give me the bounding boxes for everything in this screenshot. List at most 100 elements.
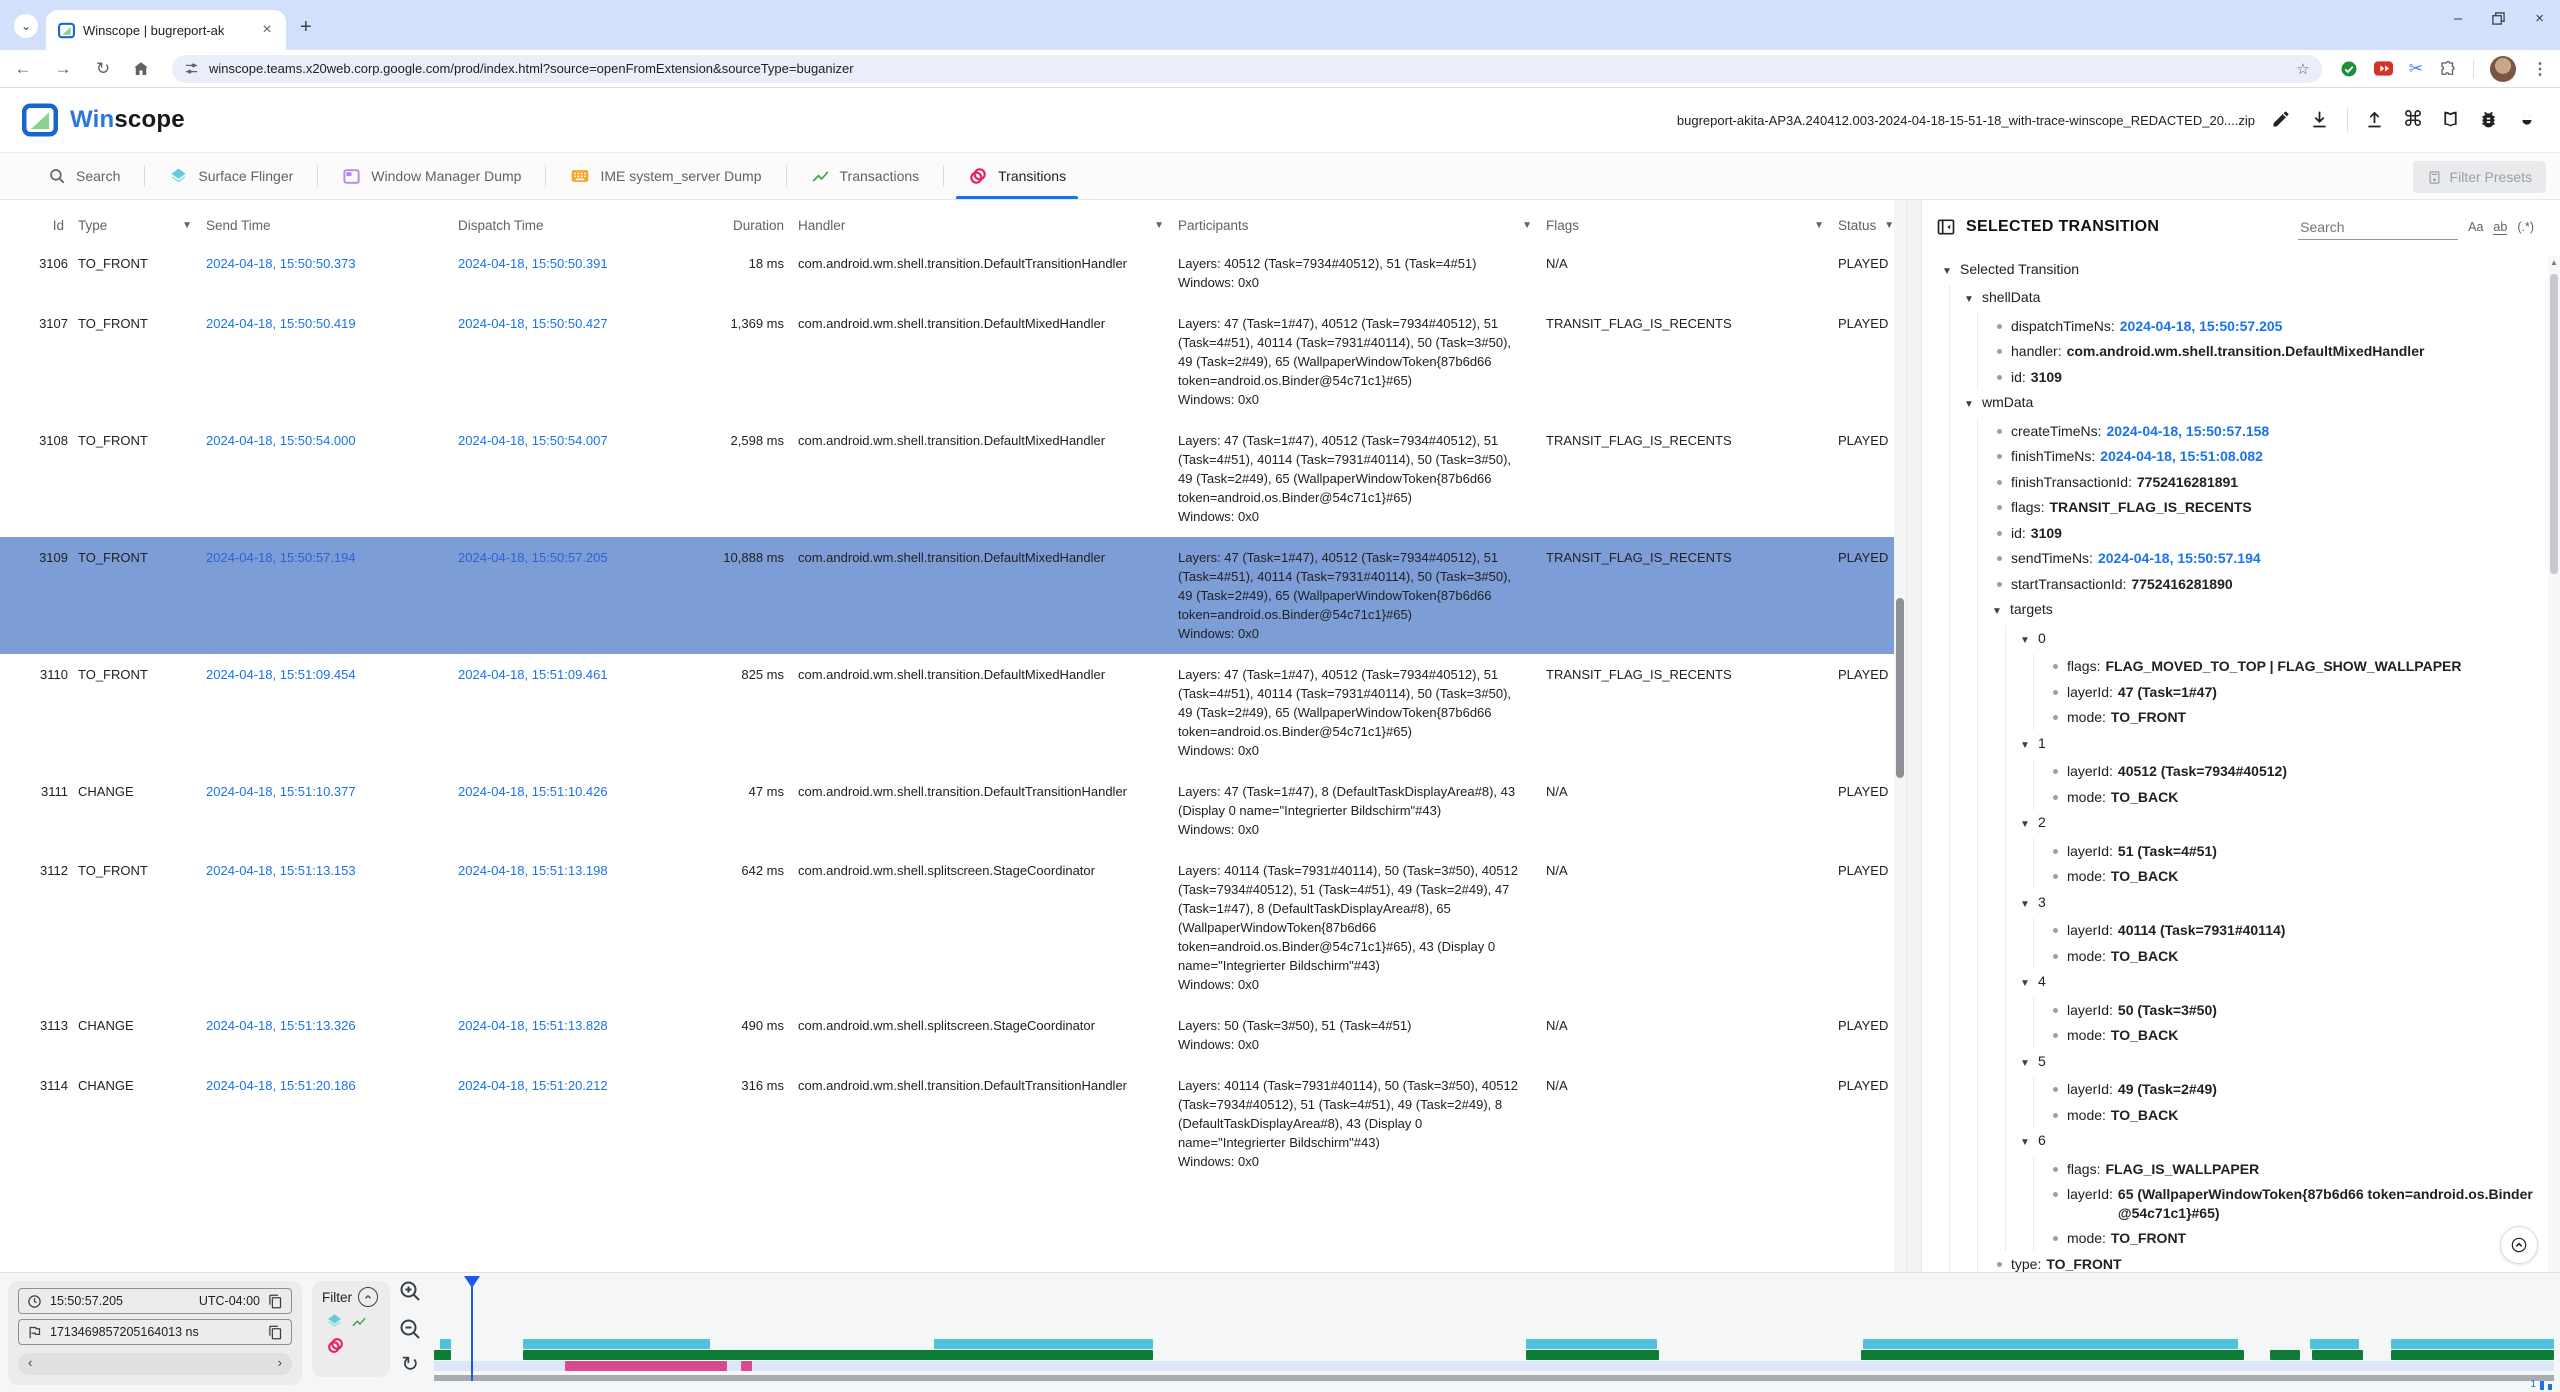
current-ns-value[interactable]: 1713469857205164013 ns bbox=[50, 1325, 199, 1339]
table-scrollbar-thumb[interactable] bbox=[1896, 598, 1904, 778]
tree-leaf[interactable]: flags: FLAG_MOVED_TO_TOP | FLAG_SHOW_WALL… bbox=[2048, 654, 2550, 680]
browser-tab[interactable]: Winscope | bugreport-ak × bbox=[46, 10, 286, 50]
tree-leaf[interactable]: flags: FLAG_IS_WALLPAPER bbox=[2048, 1156, 2550, 1182]
tree-node[interactable]: ▼ 1 bbox=[2020, 730, 2550, 759]
tree-leaf[interactable]: dispatchTimeNs: 2024-04-18, 15:50:57.205 bbox=[1992, 313, 2550, 339]
back-icon[interactable]: ← bbox=[14, 58, 32, 78]
filter-presets-button[interactable]: Filter Presets bbox=[2412, 161, 2546, 193]
tree-node[interactable]: ▼ wmData bbox=[1964, 390, 2550, 419]
tree-leaf[interactable]: handler: com.android.wm.shell.transition.… bbox=[1992, 339, 2550, 365]
tree-leaf[interactable]: mode: TO_FRONT bbox=[2048, 1226, 2550, 1252]
tree-leaf[interactable]: finishTransactionId: 7752416281891 bbox=[1992, 469, 2550, 495]
cell-send-time[interactable]: 2024-04-18, 15:51:20.186 bbox=[206, 1078, 356, 1093]
filter-arrow-icon[interactable]: ▼ bbox=[1884, 220, 1894, 231]
cell-dispatch-time[interactable]: 2024-04-18, 15:51:13.828 bbox=[458, 1018, 608, 1033]
filter-transactions-icon[interactable] bbox=[351, 1314, 367, 1330]
cell-send-time[interactable]: 2024-04-18, 15:50:50.419 bbox=[206, 316, 356, 331]
surface-flinger-track[interactable] bbox=[434, 1339, 2554, 1349]
transition-row[interactable]: 3108 TO_FRONT 2024-04-18, 15:50:54.000 2… bbox=[0, 420, 1894, 537]
zoom-out-icon[interactable] bbox=[398, 1317, 422, 1341]
extension-video-icon[interactable] bbox=[2373, 61, 2393, 76]
filter-transitions-icon[interactable] bbox=[326, 1336, 345, 1355]
tree-leaf[interactable]: type: TO_FRONT bbox=[1992, 1251, 2550, 1272]
filter-arrow-icon[interactable]: ▼ bbox=[1154, 220, 1164, 231]
tree-node[interactable]: ▼ 0 bbox=[2020, 625, 2550, 654]
cell-send-time[interactable]: 2024-04-18, 15:50:50.373 bbox=[206, 256, 356, 271]
cell-dispatch-time[interactable]: 2024-04-18, 15:50:50.391 bbox=[458, 256, 608, 271]
tree-node[interactable]: ▼ shellData bbox=[1964, 285, 2550, 314]
new-tab-icon[interactable]: + bbox=[300, 16, 312, 38]
documentation-book-icon[interactable] bbox=[2440, 109, 2462, 131]
edit-filename-icon[interactable] bbox=[2271, 109, 2293, 131]
extensions-puzzle-icon[interactable] bbox=[2439, 60, 2457, 78]
tree-leaf[interactable]: mode: TO_FRONT bbox=[2048, 705, 2550, 731]
window-restore-icon[interactable] bbox=[2492, 12, 2505, 25]
cell-send-time[interactable]: 2024-04-18, 15:51:13.326 bbox=[206, 1018, 356, 1033]
reload-icon[interactable]: ↻ bbox=[95, 58, 111, 78]
tree-node[interactable]: ▼ 5 bbox=[2020, 1048, 2550, 1077]
home-icon[interactable] bbox=[132, 60, 154, 78]
window-close-icon[interactable]: × bbox=[2535, 10, 2544, 27]
dark-mode-toggle-icon[interactable]: ◑ bbox=[2516, 113, 2539, 127]
cursor-handle-icon[interactable] bbox=[463, 1276, 480, 1288]
tree-node[interactable]: ▼ 3 bbox=[2020, 889, 2550, 918]
filter-arrow-icon[interactable]: ▼ bbox=[1814, 220, 1824, 231]
tab-search[interactable]: Search bbox=[24, 153, 144, 199]
zoom-reset-icon[interactable]: ↻ bbox=[401, 1353, 419, 1376]
transactions-track[interactable] bbox=[434, 1350, 2554, 1360]
transition-row[interactable]: 3112 TO_FRONT 2024-04-18, 15:51:13.153 2… bbox=[0, 850, 1894, 1005]
profile-avatar[interactable] bbox=[2490, 55, 2516, 82]
tree-leaf[interactable]: layerId: 49 (Task=2#49) bbox=[2048, 1077, 2550, 1103]
tab-transactions[interactable]: Transactions bbox=[787, 153, 944, 199]
extension-check-icon[interactable] bbox=[2340, 60, 2358, 78]
cell-dispatch-time[interactable]: 2024-04-18, 15:51:09.461 bbox=[458, 667, 608, 682]
filter-layers-icon[interactable] bbox=[326, 1313, 343, 1330]
cell-dispatch-time[interactable]: 2024-04-18, 15:50:54.007 bbox=[458, 433, 608, 448]
tree-leaf[interactable]: id: 3109 bbox=[1992, 364, 2550, 390]
tree-node[interactable]: ▼ Selected Transition bbox=[1936, 256, 2550, 285]
tree-leaf[interactable]: mode: TO_BACK bbox=[2048, 784, 2550, 810]
cell-dispatch-time[interactable]: 2024-04-18, 15:50:50.427 bbox=[458, 316, 608, 331]
filter-collapse-button[interactable] bbox=[358, 1287, 378, 1307]
panel-splitter[interactable] bbox=[1906, 200, 1922, 1272]
transition-row[interactable]: 3110 TO_FRONT 2024-04-18, 15:51:09.454 2… bbox=[0, 654, 1894, 771]
timeline-range-scrollbar[interactable]: ‹ › bbox=[18, 1353, 292, 1375]
tree-node[interactable]: ▼ 2 bbox=[2020, 810, 2550, 839]
cell-dispatch-time[interactable]: 2024-04-18, 15:50:57.205 bbox=[458, 550, 608, 565]
transition-row-selected[interactable]: 3109 TO_FRONT 2024-04-18, 15:50:57.194 2… bbox=[0, 537, 1894, 654]
scrollbar-up-icon[interactable]: ▲ bbox=[2550, 258, 2558, 267]
transition-row[interactable]: 3113 CHANGE 2024-04-18, 15:51:13.326 202… bbox=[0, 1005, 1894, 1065]
scroll-left-icon[interactable]: ‹ bbox=[28, 1355, 33, 1370]
filter-arrow-icon[interactable]: ▼ bbox=[1522, 220, 1532, 231]
panel-scrollbar[interactable]: ▲ bbox=[2548, 256, 2560, 1272]
report-bug-icon[interactable] bbox=[2478, 109, 2500, 131]
scroll-right-icon[interactable]: › bbox=[277, 1355, 282, 1370]
cell-dispatch-time[interactable]: 2024-04-18, 15:51:13.198 bbox=[458, 863, 608, 878]
transition-row[interactable]: 3107 TO_FRONT 2024-04-18, 15:50:50.419 2… bbox=[0, 303, 1894, 420]
download-icon[interactable] bbox=[2309, 109, 2331, 131]
zoom-in-icon[interactable] bbox=[398, 1279, 422, 1303]
regex-button[interactable]: (.*) bbox=[2517, 220, 2534, 234]
browser-menu-icon[interactable]: ⋮ bbox=[2532, 60, 2548, 78]
transition-row[interactable]: 3114 CHANGE 2024-04-18, 15:51:20.186 202… bbox=[0, 1065, 1894, 1182]
tree-leaf[interactable]: layerId: 40512 (Task=7934#40512) bbox=[2048, 759, 2550, 785]
tree-node[interactable]: ▼ 6 bbox=[2020, 1128, 2550, 1157]
tree-leaf[interactable]: startTransactionId: 7752416281890 bbox=[1992, 571, 2550, 597]
tab-search-chevron-icon[interactable]: ⌄ bbox=[14, 14, 38, 38]
transition-row[interactable]: 3106 TO_FRONT 2024-04-18, 15:50:50.373 2… bbox=[0, 243, 1894, 303]
transition-row[interactable]: 3111 CHANGE 2024-04-18, 15:51:10.377 202… bbox=[0, 771, 1894, 850]
tree-leaf[interactable]: finishTimeNs: 2024-04-18, 15:51:08.082 bbox=[1992, 444, 2550, 470]
copy-icon[interactable] bbox=[268, 1325, 283, 1340]
tree-leaf[interactable]: flags: TRANSIT_FLAG_IS_RECENTS bbox=[1992, 495, 2550, 521]
scroll-to-top-button[interactable] bbox=[2500, 1226, 2538, 1264]
tree-leaf[interactable]: sendTimeNs: 2024-04-18, 15:50:57.194 bbox=[1992, 546, 2550, 572]
tab-ime-system-server-dump[interactable]: IME system_server Dump bbox=[546, 153, 785, 199]
tree-leaf[interactable]: id: 3109 bbox=[1992, 520, 2550, 546]
cell-send-time[interactable]: 2024-04-18, 15:51:09.454 bbox=[206, 667, 356, 682]
cell-send-time[interactable]: 2024-04-18, 15:51:10.377 bbox=[206, 784, 356, 799]
cell-send-time[interactable]: 2024-04-18, 15:50:54.000 bbox=[206, 433, 356, 448]
bookmark-star-icon[interactable]: ☆ bbox=[2296, 60, 2310, 78]
tree-leaf[interactable]: layerId: 50 (Task=3#50) bbox=[2048, 997, 2550, 1023]
tree-node[interactable]: ▼ 4 bbox=[2020, 969, 2550, 998]
tree-leaf[interactable]: layerId: 51 (Task=4#51) bbox=[2048, 838, 2550, 864]
